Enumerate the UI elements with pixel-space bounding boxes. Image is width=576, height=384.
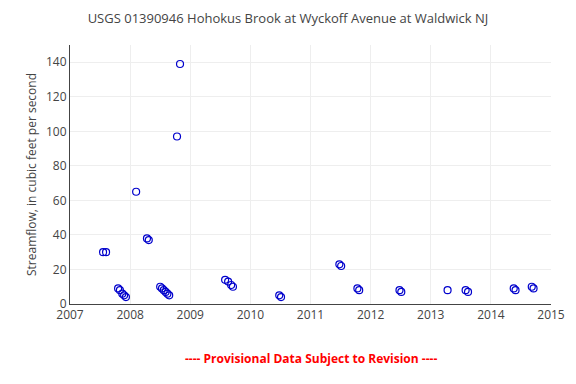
- svg-text:USGS 01390946 Hohokus Brook at: USGS 01390946 Hohokus Brook at Wyckoff A…: [88, 9, 489, 27]
- svg-text:20: 20: [53, 261, 67, 278]
- svg-text:---- Provisional Data Subject: ---- Provisional Data Subject to Revisio…: [185, 350, 437, 367]
- svg-text:2014: 2014: [477, 306, 505, 323]
- svg-text:0: 0: [60, 295, 67, 312]
- svg-text:100: 100: [46, 123, 67, 140]
- svg-text:2009: 2009: [177, 306, 205, 323]
- svg-text:Streamflow, in cubic feet per: Streamflow, in cubic feet per second: [23, 73, 40, 276]
- svg-text:80: 80: [53, 157, 67, 174]
- svg-text:120: 120: [46, 88, 67, 105]
- svg-text:40: 40: [53, 226, 67, 243]
- svg-text:2015: 2015: [537, 306, 565, 323]
- svg-text:2013: 2013: [417, 306, 445, 323]
- svg-text:2007: 2007: [56, 306, 84, 323]
- svg-text:140: 140: [46, 53, 67, 70]
- svg-text:2012: 2012: [357, 306, 385, 323]
- svg-text:2010: 2010: [237, 306, 265, 323]
- svg-text:2008: 2008: [116, 306, 144, 323]
- svg-text:2011: 2011: [297, 306, 324, 323]
- svg-text:60: 60: [53, 192, 67, 209]
